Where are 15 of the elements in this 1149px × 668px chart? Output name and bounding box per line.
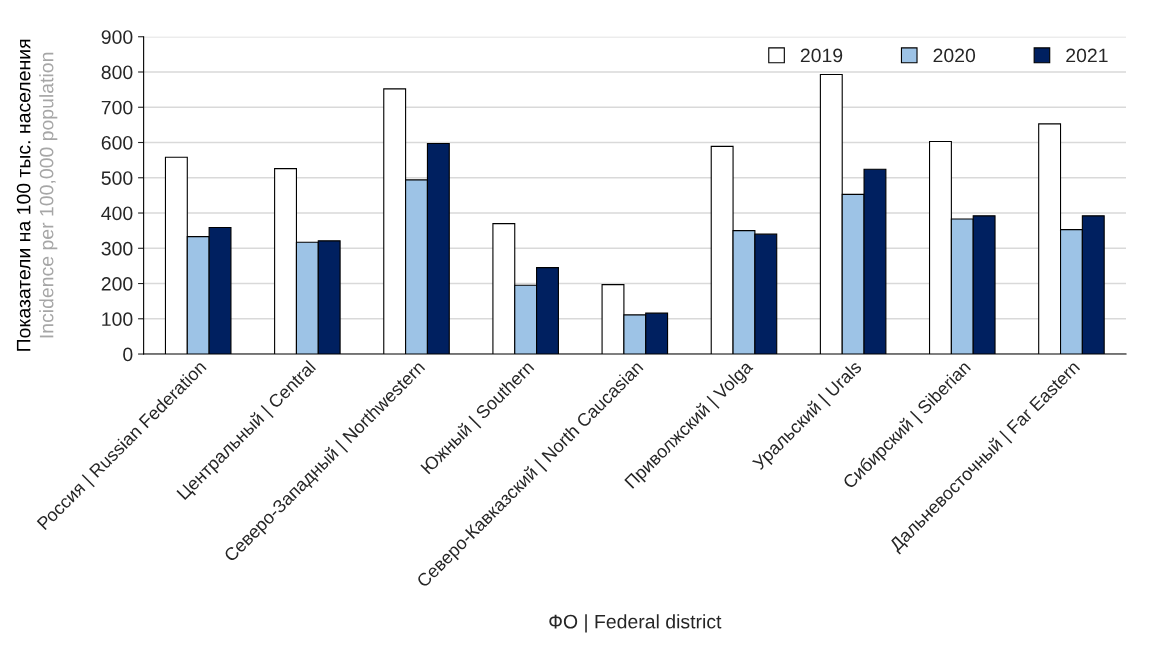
y-tick-label: 500 xyxy=(101,171,133,185)
y-tick-label: 900 xyxy=(101,30,133,44)
y-axis-title: Показатели на 100 тыс. населения Incidence per 100,000 population xyxy=(16,39,58,351)
legend-label: 2020 xyxy=(933,48,976,63)
legend-label: 2019 xyxy=(800,48,843,63)
y-tick-label: 200 xyxy=(101,277,133,291)
y-tick-label: 400 xyxy=(101,206,133,221)
y-tick-label: 800 xyxy=(101,65,133,80)
y-tick-label: 0 xyxy=(123,347,133,362)
y-tick-label: 300 xyxy=(101,241,133,256)
y-tick-label: 100 xyxy=(102,312,133,327)
y-tick-label: 600 xyxy=(101,135,133,150)
x-axis-title: ФО | Federal district xyxy=(549,614,722,633)
legend-label: 2021 xyxy=(1066,48,1108,63)
y-tick-label: 700 xyxy=(101,100,133,115)
